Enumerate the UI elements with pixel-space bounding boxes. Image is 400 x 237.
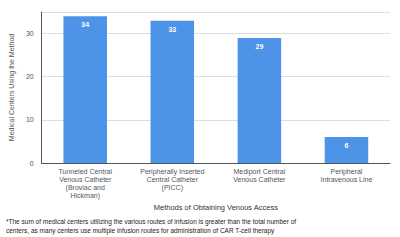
svg-text:Mediport Central: Mediport Central bbox=[234, 168, 286, 176]
svg-text:(PICC): (PICC) bbox=[162, 184, 183, 192]
svg-text:*The sum of medical centers ut: *The sum of medical centers utilizing th… bbox=[6, 218, 296, 226]
svg-text:Venous Catheter: Venous Catheter bbox=[59, 176, 112, 183]
svg-text:centers, as many centers use m: centers, as many centers use multiple in… bbox=[6, 227, 275, 235]
svg-text:30: 30 bbox=[26, 30, 34, 37]
svg-text:20: 20 bbox=[26, 73, 34, 80]
svg-text:Venous Catheter: Venous Catheter bbox=[233, 176, 286, 183]
svg-text:Peripherally Inserted: Peripherally Inserted bbox=[140, 168, 204, 176]
svg-text:Tunneled Central: Tunneled Central bbox=[58, 168, 112, 175]
svg-text:0: 0 bbox=[30, 160, 34, 167]
svg-text:29: 29 bbox=[255, 43, 263, 50]
svg-text:Intravenous Line: Intravenous Line bbox=[321, 176, 373, 183]
svg-text:Peripheral: Peripheral bbox=[330, 168, 362, 176]
svg-text:34: 34 bbox=[81, 21, 89, 28]
svg-text:6: 6 bbox=[345, 142, 349, 149]
svg-text:(Broviac and: (Broviac and bbox=[66, 184, 105, 192]
svg-text:10: 10 bbox=[26, 116, 34, 123]
svg-text:33: 33 bbox=[168, 26, 176, 33]
svg-text:Medical Centers Using the Meth: Medical Centers Using the Method bbox=[8, 34, 16, 141]
svg-text:Hickman): Hickman) bbox=[70, 192, 100, 200]
svg-text:Methods of Obtaining Venous Ac: Methods of Obtaining Venous Access bbox=[154, 203, 278, 212]
svg-text:Central Catheter: Central Catheter bbox=[147, 176, 199, 183]
